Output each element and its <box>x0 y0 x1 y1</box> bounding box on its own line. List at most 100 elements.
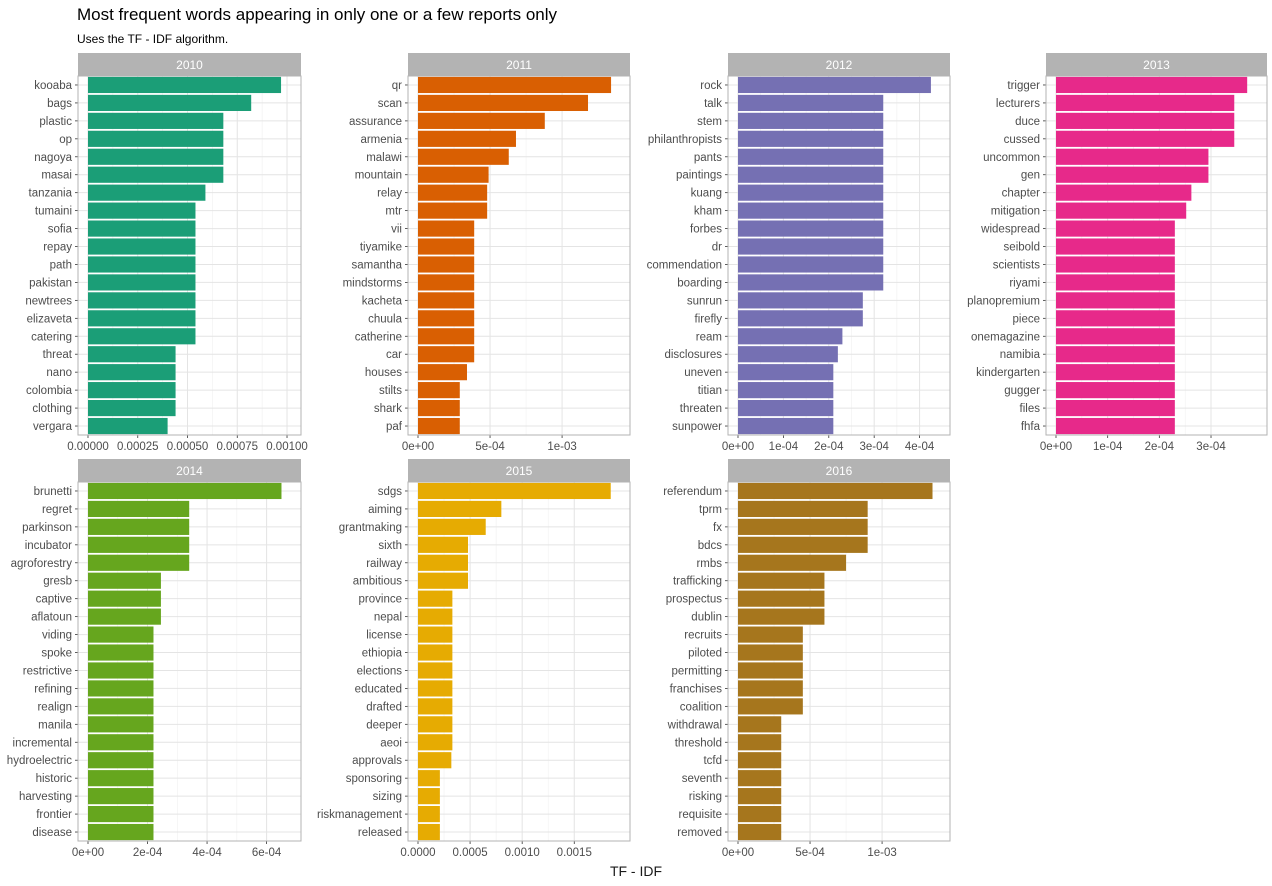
bar-pants <box>738 148 884 165</box>
bar-clothing <box>88 399 176 417</box>
x-tick-label: 0.00000 <box>67 441 109 453</box>
bar-elizaveta <box>88 310 196 327</box>
x-tick-label: 6e-04 <box>252 847 282 859</box>
bar-files <box>1056 399 1175 417</box>
bar-fx <box>738 518 868 535</box>
bar-hydroelectric <box>88 752 154 769</box>
chart-subtitle: Uses the TF - IDF algorithm. <box>77 32 229 46</box>
bar-nagoya <box>88 148 224 165</box>
bar-plastic <box>88 112 224 129</box>
bar-newtrees <box>88 292 196 309</box>
bar-coalition <box>738 698 803 715</box>
y-tick-label: seventh <box>682 773 722 785</box>
panel-border <box>1045 75 1268 436</box>
y-tick-label: tumaini <box>35 206 72 218</box>
bar-riyami <box>1056 274 1175 291</box>
y-tick-label: harvesting <box>19 791 72 803</box>
x-tick-label: 2e-04 <box>814 441 844 453</box>
facet-strip-label: 2012 <box>826 58 853 72</box>
y-tick-label: catherine <box>355 331 402 343</box>
x-tick-label: 1e-04 <box>769 441 799 453</box>
x-tick-label: 0.00050 <box>167 441 209 453</box>
y-tick-label: hydroelectric <box>7 755 72 767</box>
y-tick-label: risking <box>689 791 722 803</box>
panel-background <box>728 482 950 841</box>
bar-tumaini <box>88 202 196 219</box>
y-tick-label: license <box>366 630 402 642</box>
y-tick-label: scientists <box>993 259 1041 271</box>
bar-kooaba <box>88 76 282 94</box>
bar-incubator <box>88 536 190 553</box>
bar-educated <box>418 680 453 697</box>
bar-riskmanagement <box>418 805 440 823</box>
y-tick-label: aiming <box>368 504 402 516</box>
bar-tanzania <box>88 184 206 201</box>
y-tick-label: disease <box>32 827 72 839</box>
y-tick-label: educated <box>355 683 402 695</box>
y-tick-label: talk <box>704 98 722 110</box>
chart-title: Most frequent words appearing in only on… <box>77 5 558 24</box>
panel-background <box>408 76 630 435</box>
bar-mtr <box>418 202 488 219</box>
panel-background <box>408 482 630 841</box>
y-tick-label: ethiopia <box>362 648 403 660</box>
bar-vergara <box>88 417 168 435</box>
y-tick-label: tprm <box>699 504 722 516</box>
y-tick-label: bdcs <box>698 540 723 552</box>
bar-referendum <box>738 482 933 500</box>
y-tick-label: referendum <box>663 486 722 498</box>
bar-kacheta <box>418 292 475 309</box>
bar-philanthropists <box>738 130 884 147</box>
y-tick-label: stem <box>697 116 722 128</box>
y-tick-label: ream <box>696 331 722 343</box>
y-tick-label: aflatoun <box>31 612 72 624</box>
x-tick-label: 4e-04 <box>905 441 935 453</box>
y-tick-label: widespread <box>980 224 1040 236</box>
x-tick-label: 0.00025 <box>117 441 159 453</box>
facet-strip-label: 2011 <box>506 58 532 72</box>
bar-restrictive <box>88 662 154 679</box>
y-tick-label: disclosures <box>664 349 722 361</box>
y-tick-label: kacheta <box>362 295 403 307</box>
x-tick-label: 0.0010 <box>505 847 540 859</box>
x-tick-label: 3e-04 <box>1196 441 1226 453</box>
facet-strip <box>1046 53 1267 76</box>
facet-strip-label: 2010 <box>176 58 203 72</box>
x-tick-label: 0.0000 <box>400 847 435 859</box>
y-tick-label: colombia <box>26 385 73 397</box>
y-tick-label: refining <box>34 683 72 695</box>
y-tick-label: boarding <box>677 277 722 289</box>
y-tick-label: prospectus <box>666 594 723 606</box>
bar-aiming <box>418 500 502 518</box>
bar-fhfa <box>1056 417 1175 435</box>
bar-frontier <box>88 805 154 823</box>
y-tick-label: threat <box>43 349 73 361</box>
x-tick-label: 4e-04 <box>192 847 222 859</box>
x-tick-label: 0.00100 <box>266 441 308 453</box>
y-tick-label: scan <box>378 98 402 110</box>
bar-piloted <box>738 644 803 661</box>
y-tick-label: namibia <box>1000 349 1041 361</box>
y-tick-label: trigger <box>1007 80 1040 92</box>
bar-uncommon <box>1056 148 1209 165</box>
bar-namibia <box>1056 346 1175 363</box>
y-tick-label: riskmanagement <box>317 809 403 821</box>
bar-stilts <box>418 382 460 399</box>
y-tick-label: manila <box>38 719 72 731</box>
bar-franchises <box>738 680 803 697</box>
bar-bdcs <box>738 536 868 553</box>
y-tick-label: kuang <box>691 188 722 200</box>
y-tick-label: rmbs <box>696 558 722 570</box>
bar-aeoi <box>418 734 453 751</box>
y-tick-label: uneven <box>684 367 722 379</box>
bar-license <box>418 626 453 643</box>
panel-border <box>407 481 631 842</box>
y-tick-label: chuula <box>368 313 402 325</box>
y-tick-label: files <box>1020 403 1041 415</box>
y-tick-label: dr <box>712 242 722 254</box>
bar-dublin <box>738 608 825 625</box>
y-tick-label: mtr <box>385 206 402 218</box>
bar-path <box>88 256 196 273</box>
bar-incremental <box>88 734 154 751</box>
